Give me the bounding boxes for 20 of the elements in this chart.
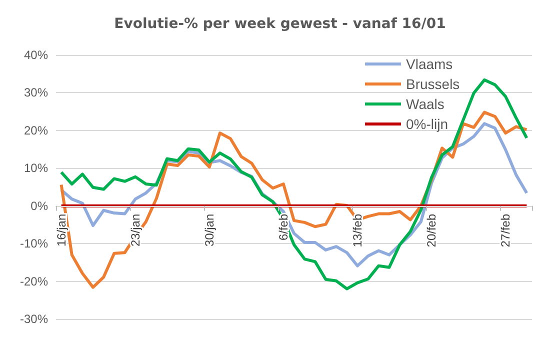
y-tick-label: -10% — [20, 236, 48, 251]
y-tick-label: 10% — [24, 161, 48, 176]
y-tick-label: -20% — [20, 274, 48, 288]
x-tick-label: 16/jan — [54, 214, 68, 247]
legend-label: 0%-lijn — [406, 116, 448, 132]
x-tick-label: 23/jan — [128, 214, 142, 247]
chart-title: Evolutie-% per week gewest - vanaf 16/01 — [114, 16, 446, 32]
x-tick-label: 27/feb — [498, 214, 513, 248]
x-tick-label: 20/feb — [424, 214, 439, 248]
y-tick-label: 0% — [30, 198, 48, 213]
x-tick-label: 13/feb — [350, 214, 364, 248]
legend-label: Waals — [406, 96, 444, 112]
y-tick-label: 30% — [24, 86, 48, 100]
legend-label: Vlaams — [406, 56, 453, 72]
y-tick-label: -30% — [20, 312, 48, 326]
x-tick-label: 30/jan — [202, 214, 216, 247]
x-tick-label: 6/feb — [276, 214, 290, 241]
legend-label: Brussels — [406, 76, 460, 92]
y-tick-label: 40% — [24, 48, 48, 62]
y-tick-label: 20% — [24, 123, 48, 138]
